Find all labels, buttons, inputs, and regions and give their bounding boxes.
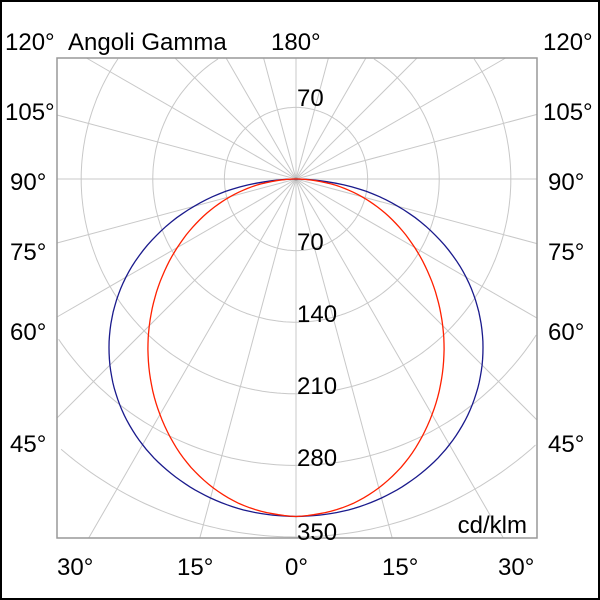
angle-label-bottom-15-left: 15° xyxy=(177,554,213,581)
angle-label-right-60: 60° xyxy=(548,319,584,346)
grid-ray-210 xyxy=(225,57,297,180)
angle-label-left-60: 60° xyxy=(10,319,46,346)
grid-ray-135 xyxy=(295,57,418,180)
ring-label-upper-70: 70 xyxy=(297,85,324,112)
grid-ray-150 xyxy=(295,57,367,180)
grid-ray-105 xyxy=(295,113,538,180)
ring-label-280: 280 xyxy=(297,445,337,472)
ring-label-350: 350 xyxy=(297,519,337,546)
grid-ray-195 xyxy=(263,57,297,180)
series-curve-1 xyxy=(147,178,445,518)
grid-ring-210 xyxy=(80,58,296,395)
grid-ray-330 xyxy=(88,178,297,539)
grid-ray-75 xyxy=(295,178,538,245)
angle-label-right-105: 105° xyxy=(543,99,593,126)
angle-label-left-105: 105° xyxy=(5,99,55,126)
grid-ring-350 xyxy=(60,448,297,538)
angle-label-bottom-30-left: 30° xyxy=(57,554,93,581)
grid-ray-285 xyxy=(56,178,297,244)
angle-label-bottom-15-right: 15° xyxy=(382,554,418,581)
angle-label-left-45: 45° xyxy=(10,431,46,458)
angle-label-right-45: 45° xyxy=(548,431,584,458)
angle-label-left-90: 90° xyxy=(10,169,46,196)
angle-label-bottom-30-right: 30° xyxy=(498,554,534,581)
grid-ring-140 xyxy=(296,58,440,323)
plot-frame xyxy=(56,57,538,539)
grid-ray-30 xyxy=(295,178,504,539)
grid-ring-140 xyxy=(152,58,296,323)
angle-label-bottom-0: 0° xyxy=(285,554,308,581)
grid-ray-165 xyxy=(295,57,329,180)
ring-label-210: 210 xyxy=(297,373,337,400)
grid-ray-15 xyxy=(295,178,393,539)
grid-ray-315 xyxy=(56,178,297,419)
grid-ray-255 xyxy=(56,114,297,180)
angle-label-right-120: 120° xyxy=(543,29,593,56)
ring-label-140: 140 xyxy=(297,301,337,328)
unit-label: cd/klm xyxy=(458,512,527,539)
chart-title: Angoli Gamma xyxy=(68,29,227,56)
grid-ring-210 xyxy=(296,58,512,395)
curves xyxy=(108,178,484,518)
ring-label-70: 70 xyxy=(297,229,324,256)
angle-label-top-180: 180° xyxy=(271,29,321,56)
grid xyxy=(56,57,538,539)
grid-ray-225 xyxy=(174,57,297,180)
grid-ring-350 xyxy=(295,444,536,538)
grid-ray-240 xyxy=(86,57,297,180)
angle-label-right-90: 90° xyxy=(548,169,584,196)
grid-ray-60 xyxy=(295,178,538,319)
grid-ring-280 xyxy=(296,334,537,466)
angle-label-left-75: 75° xyxy=(10,239,46,266)
angle-label-left-120: 120° xyxy=(5,29,55,56)
grid-ray-345 xyxy=(199,178,297,539)
grid-ray-120 xyxy=(295,57,506,180)
grid-ray-45 xyxy=(295,178,538,421)
grid-ring-280 xyxy=(58,338,296,466)
angle-label-right-75: 75° xyxy=(548,239,584,266)
